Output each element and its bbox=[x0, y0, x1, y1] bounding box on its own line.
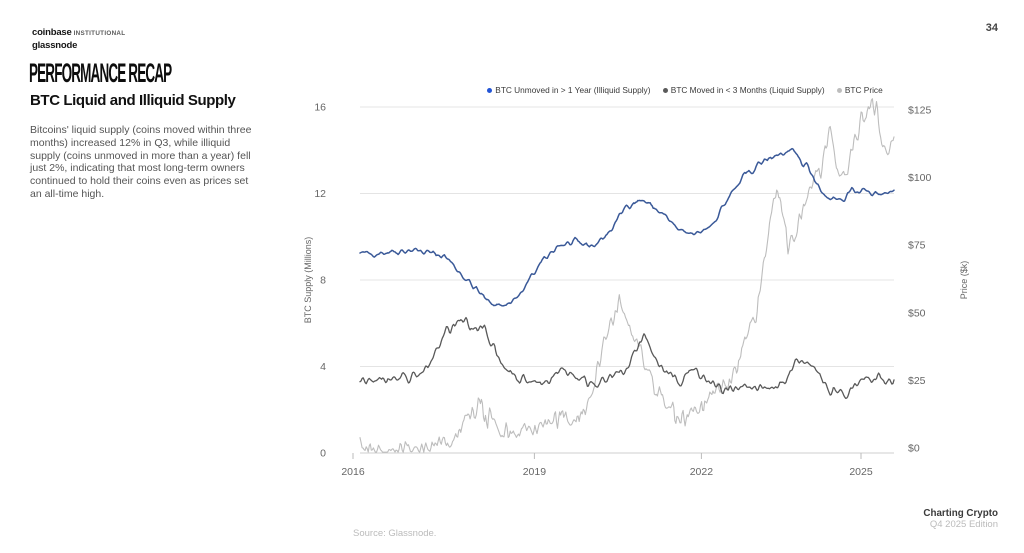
svg-text:2019: 2019 bbox=[523, 466, 547, 478]
svg-text:Price ($k): Price ($k) bbox=[959, 261, 969, 300]
svg-text:$75: $75 bbox=[908, 240, 926, 252]
svg-text:$0: $0 bbox=[908, 443, 920, 455]
svg-text:$100: $100 bbox=[908, 172, 932, 184]
svg-text:16: 16 bbox=[314, 102, 326, 114]
svg-text:2025: 2025 bbox=[849, 466, 873, 478]
svg-text:$50: $50 bbox=[908, 307, 926, 319]
svg-text:2016: 2016 bbox=[341, 466, 365, 478]
svg-text:12: 12 bbox=[314, 188, 326, 200]
svg-text:0: 0 bbox=[320, 448, 326, 460]
svg-text:$25: $25 bbox=[908, 375, 926, 387]
svg-text:BTC Supply (Millions): BTC Supply (Millions) bbox=[303, 237, 313, 324]
svg-text:4: 4 bbox=[320, 361, 326, 373]
svg-text:$125: $125 bbox=[908, 105, 932, 117]
svg-text:2022: 2022 bbox=[690, 466, 714, 478]
svg-text:8: 8 bbox=[320, 275, 326, 287]
